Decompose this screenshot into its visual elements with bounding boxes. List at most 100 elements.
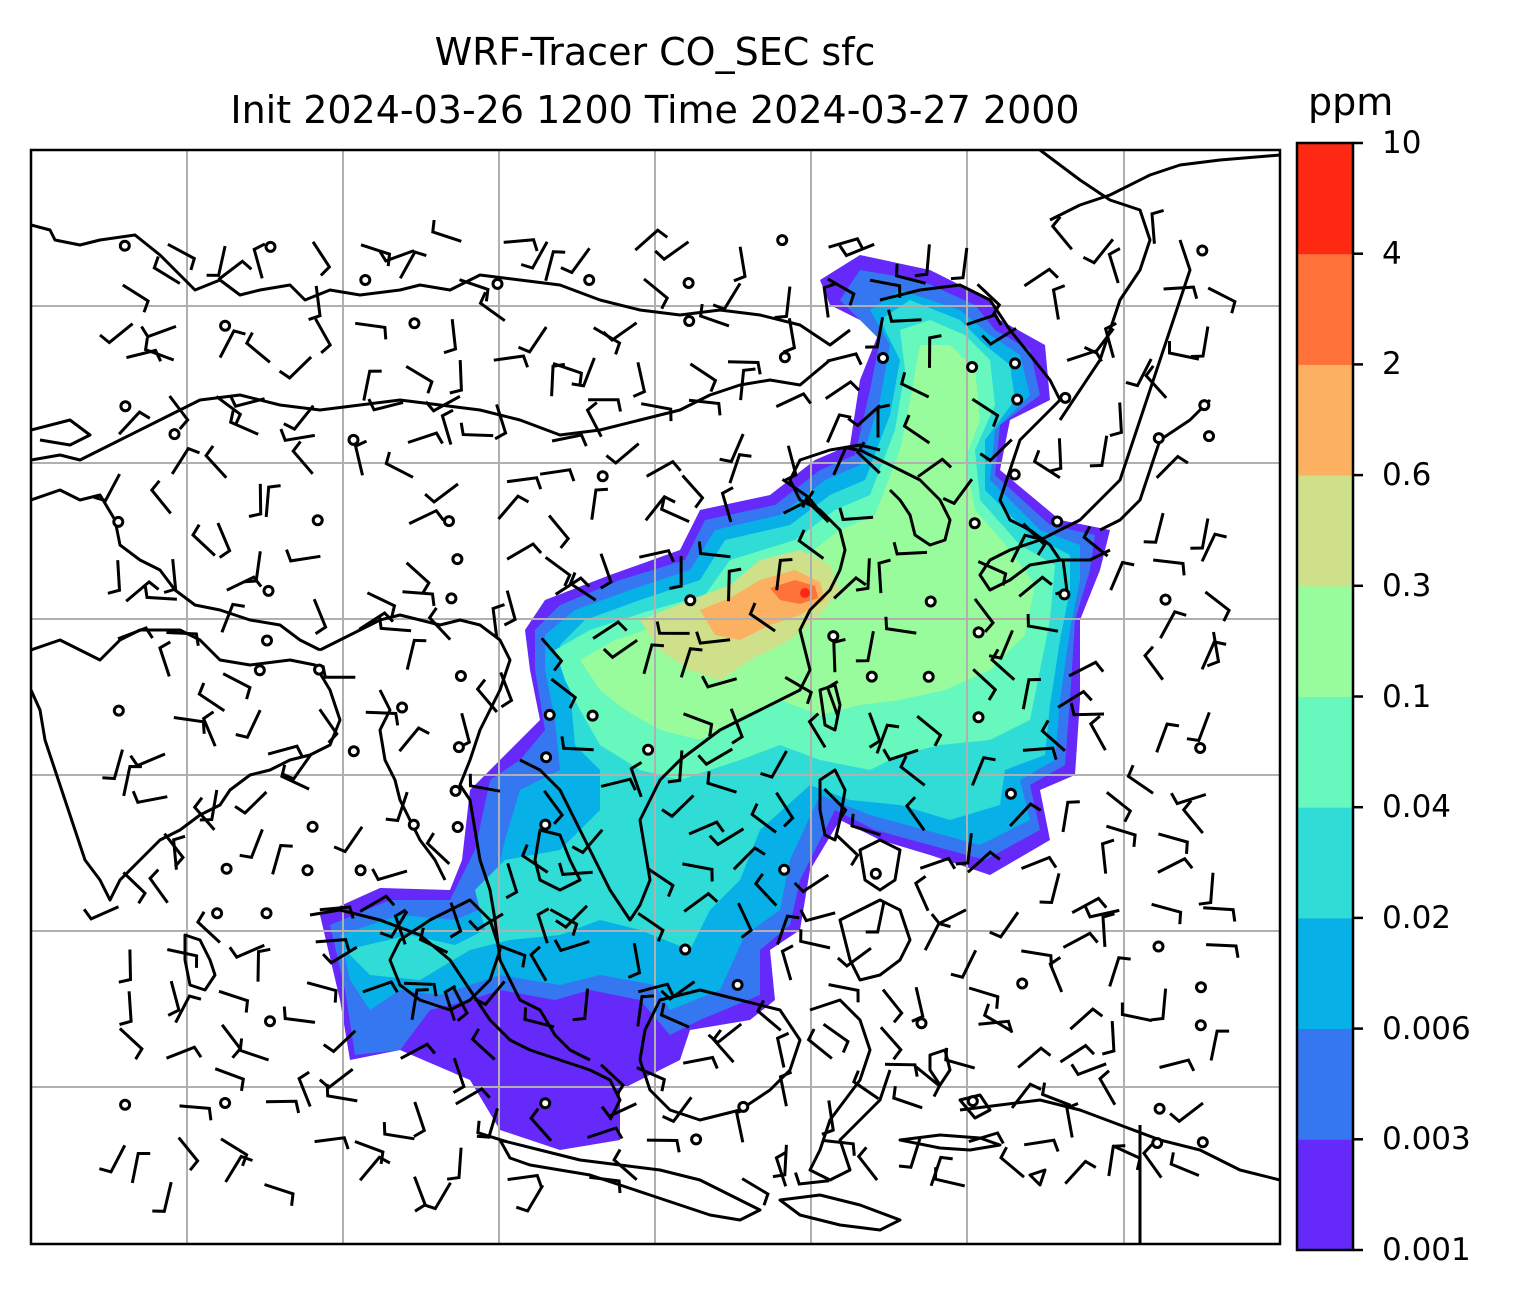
map-frame	[29, 148, 1282, 1246]
contour-level-2	[770, 580, 818, 604]
wind-barb	[772, 1144, 788, 1179]
calm-wind-marker	[731, 978, 744, 991]
wind-barb	[760, 750, 788, 779]
wind-barb	[265, 1099, 301, 1114]
wind-barb	[443, 319, 458, 355]
wind-barb	[899, 371, 930, 399]
wind-barb	[1010, 533, 1037, 563]
wind-barb	[1064, 1159, 1097, 1185]
wind-barb	[1070, 1062, 1107, 1077]
wind-barb	[378, 249, 415, 263]
wind-barb	[894, 263, 926, 285]
wind-barb	[228, 410, 259, 436]
colorbar-label: ppm	[1308, 80, 1394, 124]
wind-barb	[554, 904, 589, 930]
wind-barb	[1198, 872, 1215, 906]
wind-barb	[794, 1172, 830, 1186]
calm-wind-marker	[539, 1097, 552, 1110]
wind-barb	[899, 755, 926, 787]
wind-barb	[682, 862, 714, 882]
wind-barb	[1153, 558, 1186, 576]
wind-barb	[1190, 326, 1210, 358]
calm-wind-marker	[1196, 1136, 1209, 1149]
calm-wind-marker	[915, 1017, 928, 1030]
calm-wind-marker	[543, 708, 556, 721]
wind-barb	[360, 243, 392, 267]
wind-barb	[505, 862, 519, 900]
calm-wind-marker	[539, 818, 552, 831]
wind-barb	[683, 891, 719, 913]
wind-barb	[695, 631, 731, 645]
wind-barb	[1088, 714, 1107, 751]
wind-barb	[424, 394, 461, 413]
wind-barb	[589, 1175, 622, 1194]
wind-barb	[384, 451, 414, 479]
wind-barb	[468, 912, 504, 932]
wind-barb	[855, 558, 871, 592]
wind-barb	[700, 675, 738, 689]
wind-barb	[898, 1138, 922, 1169]
wind-barb	[637, 982, 675, 996]
wind-barb	[1082, 238, 1115, 265]
wind-barb	[170, 446, 201, 475]
calm-wind-marker	[219, 1097, 232, 1109]
wind-barb	[520, 241, 549, 270]
wind-barb	[661, 1096, 693, 1124]
wind-barb	[592, 326, 622, 355]
wind-barb	[204, 445, 228, 479]
wind-barb	[799, 929, 831, 950]
wind-barb	[1059, 1043, 1096, 1064]
wind-barb	[1082, 525, 1109, 558]
wind-barb	[143, 585, 177, 601]
wind-barb	[449, 902, 463, 939]
wind-barb	[291, 440, 314, 475]
calm-wind-marker	[264, 240, 277, 253]
wind-barb	[322, 1029, 357, 1054]
wind-barb	[1206, 943, 1240, 959]
wind-barb	[972, 668, 998, 701]
calm-wind-marker	[922, 670, 935, 683]
wind-barb	[1143, 512, 1165, 544]
colorbar-tick-label: 0.04	[1382, 789, 1452, 826]
wind-barb	[989, 911, 1020, 939]
wind-barb	[1107, 1144, 1126, 1177]
calm-wind-marker	[972, 626, 985, 639]
wind-barb	[143, 337, 175, 362]
wind-barb	[280, 764, 310, 791]
wind-barb	[544, 556, 572, 587]
calm-wind-marker	[347, 745, 360, 758]
wind-barb	[1065, 1102, 1079, 1138]
wind-barb	[493, 354, 530, 368]
wind-barb	[1103, 321, 1117, 359]
wind-barb	[319, 905, 355, 919]
wind-barb	[919, 856, 957, 870]
wind-barb	[478, 291, 506, 322]
wind-barb	[688, 820, 725, 836]
wind-barb	[627, 943, 642, 979]
wind-barb	[452, 1057, 466, 1094]
wind-barb	[1155, 454, 1189, 479]
calm-wind-marker	[1009, 357, 1021, 370]
calm-wind-marker	[1194, 1019, 1207, 1032]
wind-barb	[552, 361, 584, 386]
calm-wind-marker	[445, 592, 458, 605]
wind-barbs	[82, 208, 1240, 1213]
wind-barb	[560, 736, 594, 752]
wind-barb	[220, 1137, 249, 1167]
calm-wind-marker	[451, 553, 464, 566]
wind-barb	[130, 1152, 151, 1184]
wind-barb	[826, 413, 852, 443]
wind-barb	[475, 678, 499, 713]
wind-barb	[1040, 1082, 1072, 1107]
wind-barb	[152, 255, 181, 285]
wind-barb	[333, 825, 364, 854]
wind-barb	[550, 677, 578, 709]
wind-barb	[1120, 1002, 1153, 1023]
wind-barb	[354, 321, 388, 340]
wind-barb	[529, 1107, 553, 1142]
wind-barb	[914, 244, 931, 278]
wind-barb	[306, 981, 338, 1003]
wind-barb	[503, 590, 517, 627]
wind-barb	[118, 949, 133, 984]
calm-wind-marker	[408, 317, 421, 330]
